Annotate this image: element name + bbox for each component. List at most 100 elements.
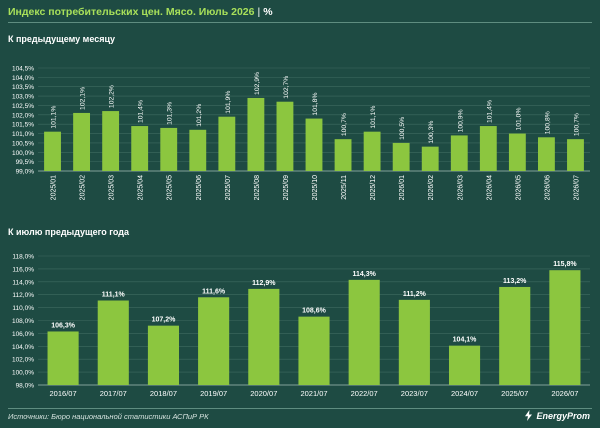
x-tick-label: 2025/07: [225, 175, 232, 200]
y-tick-label: 101,5%: [12, 122, 34, 129]
y-tick-label: 101,0%: [12, 131, 34, 138]
x-tick-label: 2026/05: [515, 175, 522, 200]
y-tick-label: 99,5%: [16, 159, 35, 166]
footer-divider: [8, 408, 592, 409]
data-label: 113,2%: [503, 278, 527, 285]
x-tick-label: 2025/04: [138, 175, 145, 200]
data-label: 101,0%: [515, 107, 522, 130]
bar: [499, 286, 531, 385]
bar: [448, 345, 481, 385]
x-tick-label: 2018/07: [150, 389, 177, 398]
x-tick-label: 2026/03: [457, 175, 464, 200]
y-tick-label: 118,0%: [12, 254, 34, 261]
y-tick-label: 104,0%: [12, 75, 34, 82]
x-tick-label: 2025/06: [196, 175, 203, 200]
data-label: 101,4%: [138, 100, 145, 123]
y-tick-label: 103,0%: [12, 94, 34, 101]
x-tick-label: 2016/07: [50, 389, 77, 398]
x-tick-label: 2025/11: [341, 175, 348, 200]
data-label: 100,9%: [457, 109, 464, 132]
data-label: 101,1%: [370, 106, 377, 129]
y-tick-label: 104,5%: [12, 66, 34, 73]
data-label: 100,8%: [544, 111, 551, 134]
x-tick-label: 2019/07: [200, 389, 227, 398]
monthly-chart-title: К предыдущему месяцу: [8, 34, 116, 44]
data-label: 102,1%: [80, 87, 87, 110]
y-tick-label: 102,0%: [12, 357, 34, 364]
data-label: 102,7%: [283, 76, 290, 99]
x-tick-label: 2022/07: [351, 389, 378, 398]
x-tick-label: 2025/03: [109, 175, 116, 200]
monthly-chart: 99,0% 99,5% 100,0% 100,5% 101,0% 101,5% 102,0%…: [12, 66, 590, 200]
bar: [363, 131, 381, 171]
bar: [549, 270, 581, 385]
data-label: 101,3%: [167, 102, 174, 125]
source-note: Источники: Бюро национальной статистики …: [8, 412, 209, 421]
data-label: 100,7%: [573, 113, 580, 136]
y-tick-label: 102,5%: [12, 103, 34, 110]
bar: [44, 131, 61, 171]
x-tick-label: 2025/02: [80, 175, 87, 200]
x-tick-label: 2026/07: [573, 175, 580, 200]
bar: [147, 325, 180, 385]
data-label: 102,2%: [109, 85, 116, 108]
x-tick-label: 2026/06: [544, 175, 551, 200]
bar: [334, 139, 352, 171]
x-tick-label: 2025/08: [254, 175, 261, 200]
bar: [189, 129, 207, 171]
bar: [392, 142, 410, 171]
bar: [131, 126, 149, 171]
data-label: 101,4%: [486, 100, 493, 123]
title-unit: %: [263, 6, 273, 18]
x-tick-label: 2025/07: [501, 389, 528, 398]
y-tick-label: 104,0%: [12, 344, 34, 351]
data-label: 115,8%: [553, 261, 577, 268]
data-label: 102,9%: [254, 72, 261, 95]
y-tick-label: 108,0%: [12, 318, 34, 325]
x-tick-label: 2021/07: [300, 389, 327, 398]
bar: [421, 146, 439, 171]
y-tick-label: 99,0%: [16, 169, 35, 176]
data-label: 101,9%: [225, 91, 232, 114]
y-tick-label: 100,0%: [12, 370, 34, 377]
bar: [47, 331, 79, 385]
bar: [450, 135, 468, 171]
x-tick-label: 2026/07: [551, 389, 578, 398]
data-label: 101,2%: [196, 104, 203, 127]
y-tick-label: 100,0%: [12, 150, 34, 157]
x-tick-label: 2026/01: [399, 175, 406, 200]
data-label: 100,7%: [341, 113, 348, 136]
x-tick-label: 2025/12: [370, 175, 377, 200]
data-label: 114,3%: [353, 271, 377, 278]
title-separator: |: [257, 6, 261, 18]
y-tick-label: 110,0%: [12, 305, 34, 312]
x-tick-label: 2026/02: [428, 175, 435, 200]
y-tick-label: 116,0%: [12, 266, 34, 273]
title-text: Индекс потребительских цен. Мясо. Июль 2…: [8, 6, 255, 18]
bar: [298, 316, 330, 385]
data-label: 101,8%: [312, 93, 319, 116]
bar: [97, 300, 129, 385]
data-label: 100,3%: [428, 121, 435, 144]
brand-logo: EnergyProm: [524, 410, 590, 421]
data-label: 104,1%: [453, 337, 478, 344]
bar: [567, 139, 584, 171]
data-label: 108,6%: [302, 308, 327, 315]
x-tick-label: 2017/07: [100, 389, 127, 398]
y-tick-label: 106,0%: [12, 331, 34, 338]
y-tick-label: 103,5%: [12, 84, 34, 91]
x-tick-label: 2025/05: [167, 175, 174, 200]
bar: [276, 101, 294, 171]
bar: [479, 126, 497, 171]
bar: [218, 116, 236, 171]
bar: [73, 112, 91, 171]
yearly-chart: 98,0% 100,0% 102,0% 104,0% 106,0% 108,0% 110,0…: [12, 254, 590, 398]
bar: [348, 279, 380, 385]
bar: [248, 288, 280, 385]
title-divider: [8, 22, 592, 23]
y-tick-label: 98,0%: [16, 383, 35, 390]
x-tick-label: 2023/07: [401, 389, 428, 398]
data-label: 106,3%: [51, 322, 76, 329]
lightning-icon: [525, 410, 533, 421]
x-tick-label: 2025/10: [312, 175, 319, 200]
